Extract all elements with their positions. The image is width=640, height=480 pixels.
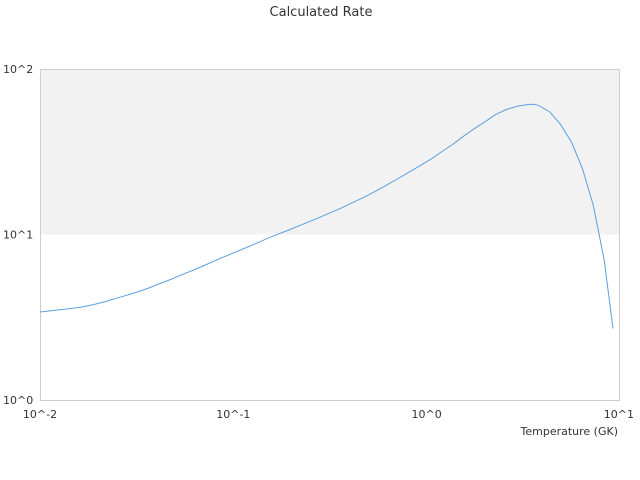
x-tick-label: 10^-2 bbox=[23, 408, 57, 421]
plot-band bbox=[40, 69, 620, 235]
x-tick-label: 10^0 bbox=[412, 408, 442, 421]
x-tick-labels: 10^-2 10^-1 10^0 10^1 bbox=[23, 408, 634, 421]
chart-title: Calculated Rate bbox=[270, 5, 373, 20]
x-tick-label: 10^-1 bbox=[216, 408, 250, 421]
y-tick-label: 10^2 bbox=[3, 63, 33, 76]
y-tick-label: 10^0 bbox=[3, 394, 33, 407]
series-line bbox=[39, 103, 614, 329]
y-tick-label: 10^1 bbox=[3, 229, 33, 242]
axes bbox=[40, 69, 620, 401]
y-tick-labels: 10^0 10^1 10^2 bbox=[3, 63, 33, 407]
x-tick-label: 10^1 bbox=[604, 408, 634, 421]
x-axis-title: Temperature (GK) bbox=[520, 425, 619, 438]
